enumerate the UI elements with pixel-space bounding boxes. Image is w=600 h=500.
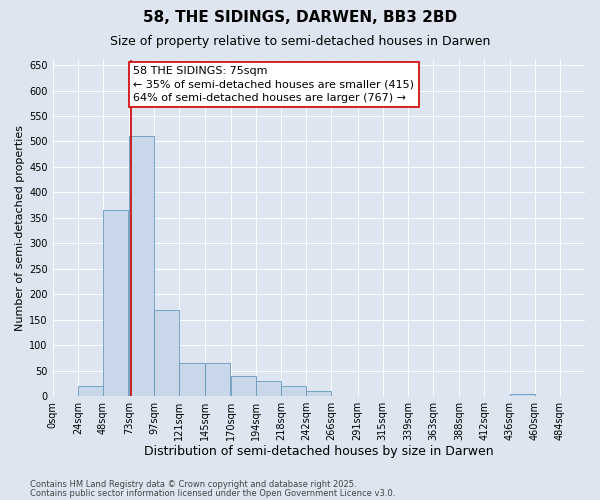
Text: Size of property relative to semi-detached houses in Darwen: Size of property relative to semi-detach… xyxy=(110,35,490,48)
X-axis label: Distribution of semi-detached houses by size in Darwen: Distribution of semi-detached houses by … xyxy=(144,444,494,458)
Bar xyxy=(154,310,179,396)
Text: 58 THE SIDINGS: 75sqm
← 35% of semi-detached houses are smaller (415)
64% of sem: 58 THE SIDINGS: 75sqm ← 35% of semi-deta… xyxy=(133,66,415,102)
Bar xyxy=(256,381,281,396)
Bar xyxy=(281,386,306,396)
Bar xyxy=(231,376,256,396)
Bar xyxy=(205,363,230,396)
Bar xyxy=(103,210,128,396)
Text: Contains HM Land Registry data © Crown copyright and database right 2025.: Contains HM Land Registry data © Crown c… xyxy=(30,480,356,489)
Bar xyxy=(78,386,103,396)
Bar xyxy=(306,391,331,396)
Bar xyxy=(179,363,205,396)
Text: Contains public sector information licensed under the Open Government Licence v3: Contains public sector information licen… xyxy=(30,488,395,498)
Text: 58, THE SIDINGS, DARWEN, BB3 2BD: 58, THE SIDINGS, DARWEN, BB3 2BD xyxy=(143,10,457,25)
Bar xyxy=(509,394,535,396)
Y-axis label: Number of semi-detached properties: Number of semi-detached properties xyxy=(15,125,25,331)
Bar xyxy=(129,136,154,396)
